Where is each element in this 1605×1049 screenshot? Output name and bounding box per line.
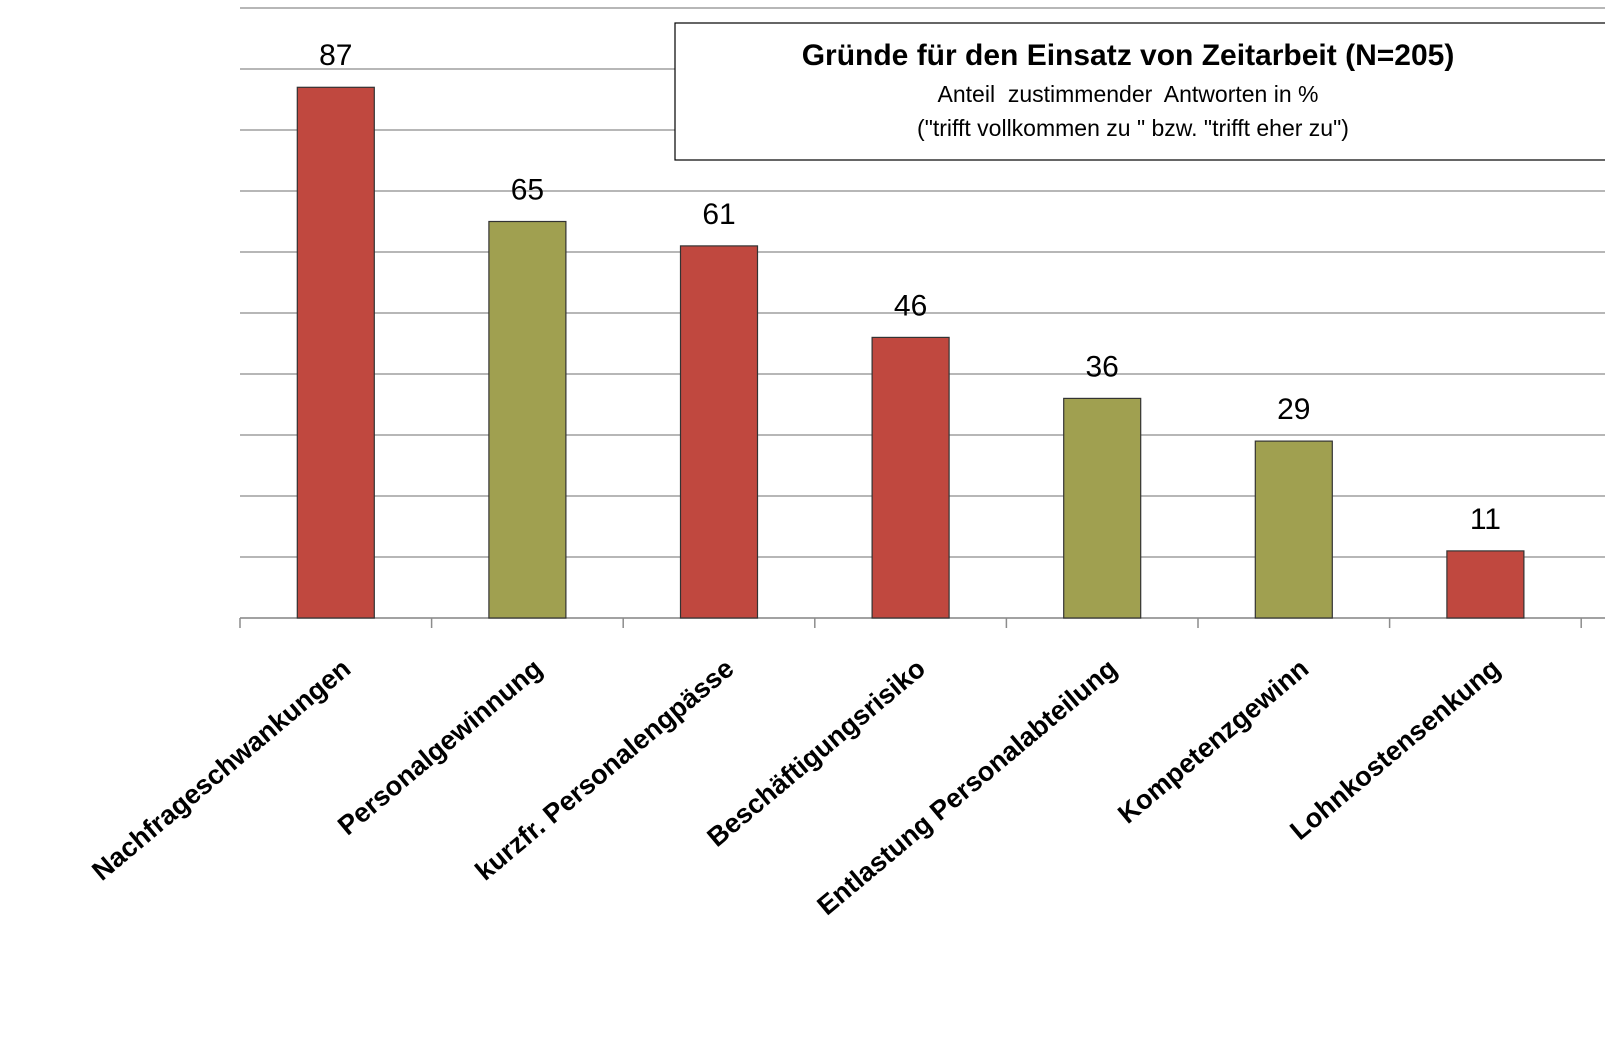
x-tick-label: Nachfrageschwankungen [86,653,356,886]
data-label: 87 [319,39,352,72]
bar [1063,397,1142,619]
subtitle: ("trifft vollkommen zu " bzw. "trifft eh… [917,115,1349,141]
bar [1254,440,1333,619]
x-tick-label: Personalgewinnung [332,653,548,841]
x-tick-label: Beschäftigungsrisiko [701,653,931,852]
bar [1446,550,1525,619]
chart-title: Gründe für den Einsatz von Zeitarbeit (N… [802,39,1455,72]
data-label: 65 [511,173,544,206]
x-tick-label: Entlastung Personalabteilung [811,653,1122,921]
title-box [674,22,1605,161]
bar [296,86,375,619]
data-label: 61 [702,198,735,231]
data-label: 11 [1470,503,1501,536]
x-tick-label: Lohnkostensenkung [1284,653,1506,846]
data-label: 46 [894,289,927,322]
x-tick-label: Kompetenzgewinn [1112,653,1314,829]
bar [679,245,759,619]
data-label: 29 [1277,393,1310,426]
subtitle: Anteil zustimmender Antworten in % [938,81,1319,107]
data-label: 36 [1086,350,1119,383]
bar [871,336,950,619]
bar [488,220,567,619]
